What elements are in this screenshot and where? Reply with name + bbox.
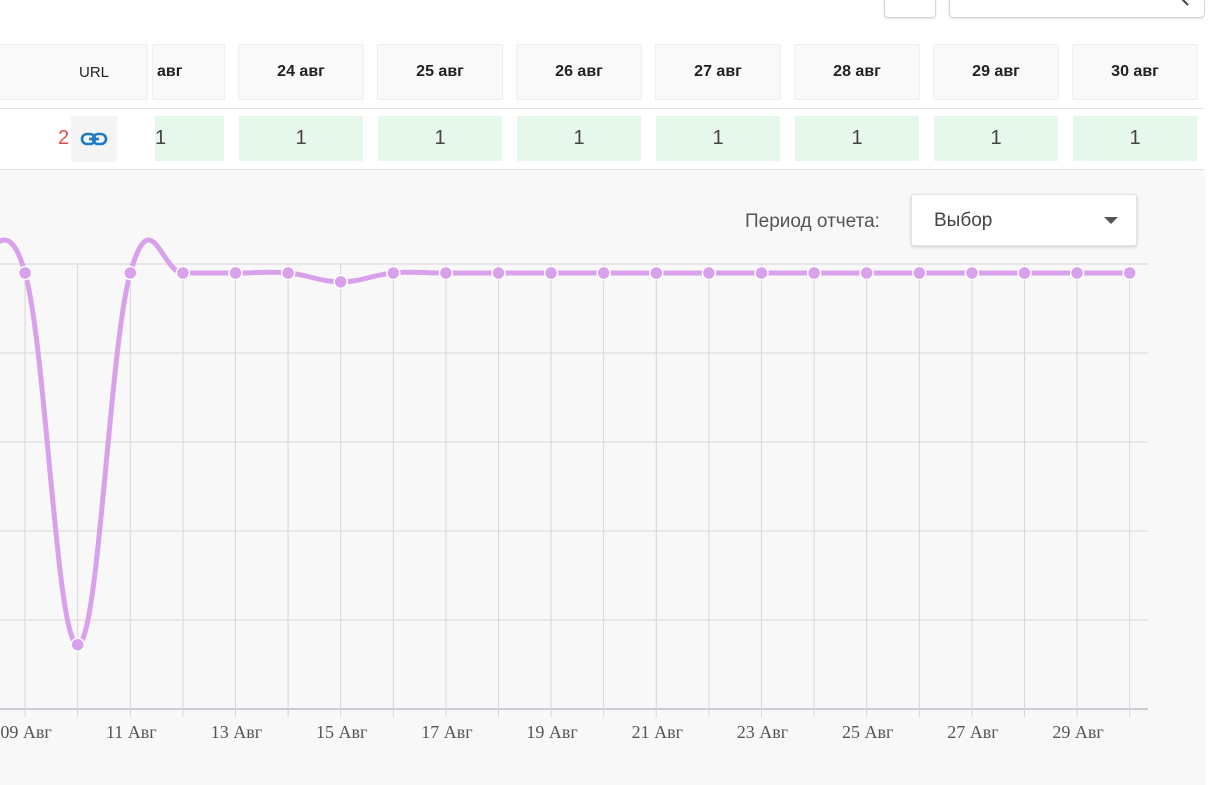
value-cell: 1	[239, 116, 363, 161]
data-point[interactable]	[70, 637, 85, 652]
date-column-header[interactable]: 26 авг	[516, 44, 642, 100]
data-point[interactable]	[596, 265, 611, 281]
x-tick-label: 23 Авг	[737, 722, 788, 742]
value-cell: 1	[656, 116, 780, 161]
url-column-header: URL	[0, 44, 148, 100]
data-point[interactable]	[1017, 265, 1032, 281]
date-column-header[interactable]: 30 авг	[1072, 44, 1198, 100]
value-cell: 1	[155, 116, 224, 161]
x-tick-label: 17 Авг	[421, 722, 472, 742]
data-point[interactable]	[386, 265, 401, 281]
data-point[interactable]	[228, 265, 243, 281]
series-line	[0, 237, 1133, 648]
link-button[interactable]	[71, 116, 117, 162]
date-column-header[interactable]: 25 авг	[377, 44, 503, 100]
x-tick-label: 11 Авг	[106, 722, 157, 742]
value-cell: 1	[517, 116, 641, 161]
value-cell: 1	[795, 116, 919, 161]
date-column-header[interactable]: 27 авг	[655, 44, 781, 100]
data-point[interactable]	[754, 265, 769, 281]
x-tick-label: 27 Авг	[947, 722, 998, 742]
data-point[interactable]	[1122, 265, 1137, 281]
link-icon	[80, 132, 108, 146]
x-tick-label: 25 Авг	[842, 722, 893, 742]
value-cell: 1	[1073, 116, 1197, 161]
date-column-header[interactable]: 24 авг	[238, 44, 364, 100]
data-point[interactable]	[175, 265, 191, 281]
data-point[interactable]	[859, 265, 874, 281]
value-cell: 1	[934, 116, 1058, 161]
data-point[interactable]	[280, 265, 296, 281]
data-point[interactable]	[806, 265, 822, 281]
x-tick-label: 13 Авг	[211, 722, 262, 742]
data-point[interactable]	[123, 265, 138, 281]
data-point[interactable]	[964, 265, 980, 281]
search-input[interactable]	[949, 0, 1205, 18]
table-row: 2 1 1 1 1 1 1 1 1	[0, 109, 1205, 170]
report-period-select[interactable]: Выбор	[911, 194, 1137, 246]
toolbar-button[interactable]	[884, 0, 936, 18]
x-tick-label: 15 Авг	[316, 722, 367, 742]
search-icon	[1181, 0, 1189, 6]
x-tick-label: 19 Авг	[526, 722, 577, 742]
report-period-label: Период отчета:	[745, 211, 880, 232]
date-column-header[interactable]: авг	[152, 44, 225, 100]
x-tick-label: 09 Авг	[0, 722, 51, 742]
data-point[interactable]	[438, 265, 454, 281]
data-point[interactable]	[333, 274, 348, 290]
url-header-label: URL	[78, 63, 109, 81]
url-count: 2	[58, 127, 70, 149]
caret-down-icon	[1104, 217, 1118, 224]
page-edge	[1205, 0, 1225, 785]
x-tick-label: 21 Авг	[632, 722, 683, 742]
table-header-row: URL авг 24 авг 25 авг 26 авг 27 авг 28 а…	[0, 44, 1205, 109]
data-point[interactable]	[17, 265, 33, 281]
data-point[interactable]	[543, 265, 559, 281]
data-point[interactable]	[649, 265, 664, 281]
data-point[interactable]	[1069, 265, 1085, 281]
report-period-value: Выбор	[934, 210, 993, 231]
data-point[interactable]	[701, 265, 717, 281]
date-column-header[interactable]: 28 авг	[794, 44, 920, 100]
value-cell: 1	[378, 116, 502, 161]
date-column-header[interactable]: 29 авг	[933, 44, 1059, 100]
data-point[interactable]	[912, 265, 927, 281]
x-tick-label: 29 Авг	[1052, 722, 1103, 742]
data-point[interactable]	[491, 265, 506, 281]
